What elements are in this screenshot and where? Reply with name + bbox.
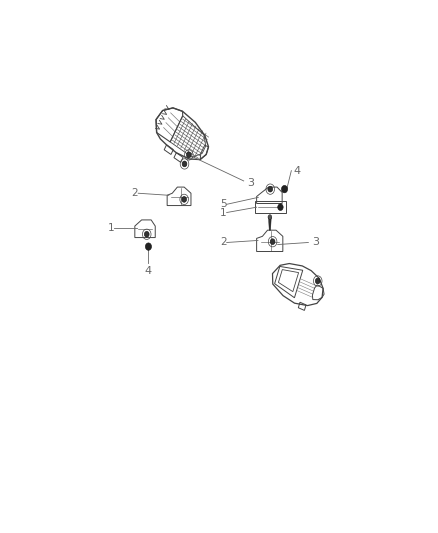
Circle shape (182, 161, 187, 167)
Circle shape (186, 152, 191, 158)
Text: 3: 3 (247, 178, 254, 188)
Text: 3: 3 (311, 238, 318, 247)
Circle shape (267, 215, 271, 220)
Text: 4: 4 (145, 266, 152, 276)
Circle shape (145, 243, 151, 251)
Circle shape (281, 185, 287, 193)
Text: 1: 1 (108, 223, 114, 233)
Circle shape (144, 231, 149, 237)
Text: 5: 5 (219, 199, 226, 209)
Circle shape (314, 278, 319, 284)
Circle shape (181, 197, 186, 202)
Text: 2: 2 (219, 238, 226, 247)
Circle shape (277, 204, 283, 211)
Polygon shape (268, 217, 271, 230)
Circle shape (270, 239, 274, 245)
Text: 4: 4 (293, 166, 300, 176)
Text: 1: 1 (219, 207, 226, 217)
Circle shape (267, 186, 272, 192)
Text: 2: 2 (131, 188, 138, 198)
